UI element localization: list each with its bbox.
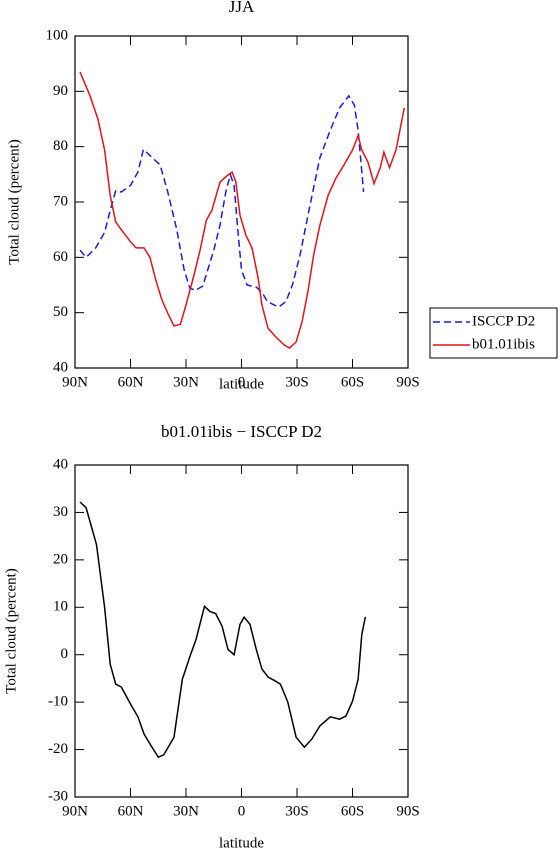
- x-tick-label: 30S: [285, 803, 308, 819]
- y-tick-label: 100: [46, 27, 69, 43]
- x-tick-label: 60S: [341, 374, 364, 390]
- y-tick-label: 70: [53, 193, 68, 209]
- chart-title: b01.01ibis − ISCCP D2: [161, 422, 322, 441]
- data-line: [79, 71, 406, 350]
- x-tick-label: 60N: [118, 374, 144, 390]
- y-axis-label: Total cloud (percent): [3, 568, 19, 694]
- x-tick-label: 90N: [62, 803, 88, 819]
- y-tick-label: -30: [48, 788, 68, 804]
- y-tick-label: -10: [48, 694, 68, 710]
- y-tick-label: 20: [53, 551, 68, 567]
- x-tick-label: 30S: [285, 374, 308, 390]
- x-tick-label: 30N: [173, 374, 199, 390]
- legend-box: [429, 307, 558, 359]
- y-tick-label: 90: [53, 83, 68, 99]
- x-tick-label: 90S: [396, 374, 419, 390]
- x-tick-label: 30N: [173, 803, 199, 819]
- x-tick-label: 60S: [341, 803, 364, 819]
- legend-label: b01.01ibis: [472, 336, 535, 352]
- x-tick-label: 0: [238, 374, 246, 390]
- x-tick-label: 0: [238, 803, 246, 819]
- data-line: [79, 94, 365, 308]
- y-axis-label: Total cloud (percent): [6, 139, 22, 265]
- legend-label: ISCCP D2: [472, 313, 535, 329]
- y-tick-label: 30: [53, 504, 68, 520]
- chart-title: JJA: [229, 0, 255, 16]
- x-axis-label: latitude: [219, 376, 264, 392]
- plot-frame: [74, 35, 409, 369]
- y-tick-label: 10: [53, 599, 68, 615]
- y-tick-label: 0: [61, 646, 69, 662]
- x-tick-label: 90S: [396, 803, 419, 819]
- x-tick-label: 90N: [62, 374, 88, 390]
- y-tick-label: -20: [48, 741, 68, 757]
- x-axis-label: latitude: [219, 835, 264, 851]
- y-tick-label: 40: [53, 456, 68, 472]
- plot-frame: [74, 464, 409, 798]
- x-tick-label: 60N: [118, 803, 144, 819]
- y-tick-label: 60: [53, 249, 68, 265]
- y-tick-label: 50: [53, 304, 68, 320]
- y-tick-label: 80: [53, 138, 68, 154]
- y-tick-label: 40: [53, 359, 68, 375]
- data-line: [79, 501, 367, 759]
